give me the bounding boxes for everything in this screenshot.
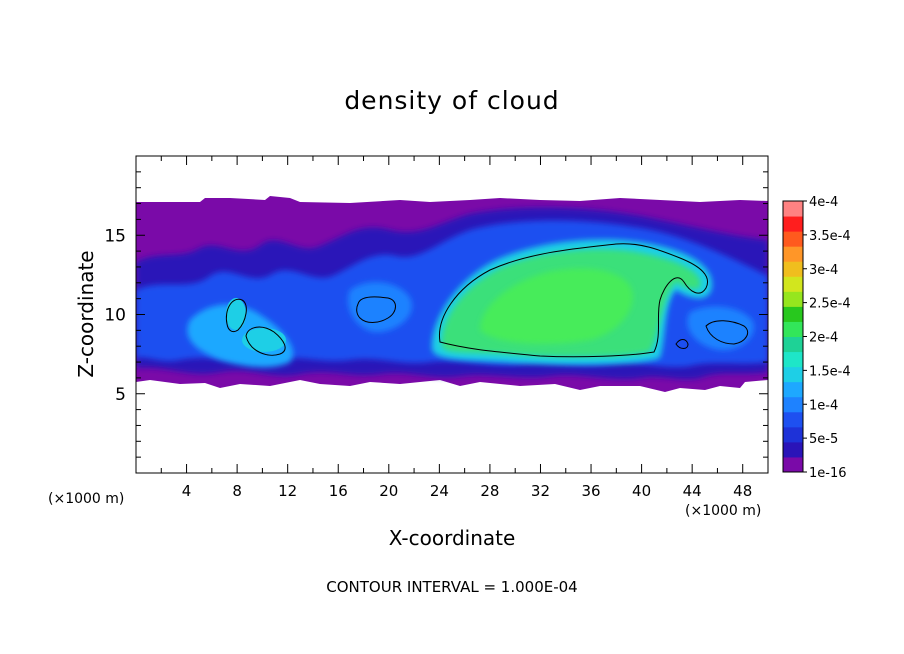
x-tick-label: 36 xyxy=(581,482,600,500)
axis-ticks xyxy=(136,156,768,473)
colorbar-label: 1e-16 xyxy=(809,466,847,481)
core-center xyxy=(480,268,633,344)
x-tick-label: 4 xyxy=(182,482,192,500)
colorbar xyxy=(782,200,807,473)
colorbar-swatch xyxy=(783,291,803,307)
colorbar-label: 1e-4 xyxy=(809,398,838,413)
colorbar-swatch xyxy=(783,456,803,473)
contour-cell-a xyxy=(225,298,247,333)
colorbar-label: 1.5e-4 xyxy=(809,364,851,379)
x-tick-label: 8 xyxy=(232,482,242,500)
colorbar-label: 2.5e-4 xyxy=(809,297,851,312)
y-tick-label: 5 xyxy=(115,385,126,405)
contour-core xyxy=(439,243,708,358)
colorbar-label: 2e-4 xyxy=(809,331,838,346)
y-axis-label: Z-coordinate xyxy=(74,250,98,378)
z-unit-label: (×1000 m) xyxy=(48,491,125,507)
chart-title: density of cloud xyxy=(344,86,560,115)
colorbar-swatch xyxy=(783,306,803,322)
patch-light-blue-3 xyxy=(687,306,754,351)
contour-cell-c xyxy=(356,296,396,323)
x-tick-label: 44 xyxy=(683,482,702,500)
colorbar-label: 3.5e-4 xyxy=(809,229,851,244)
colorbar-swatch xyxy=(783,381,803,398)
colorbar-label: 3e-4 xyxy=(809,263,838,278)
colorbar-swatch xyxy=(783,366,803,383)
x-axis-label: X-coordinate xyxy=(388,526,516,550)
x-tick-label: 20 xyxy=(379,482,398,500)
colorbar-label: 5e-5 xyxy=(809,432,838,447)
x-tick-label: 16 xyxy=(329,482,348,500)
colorbar-swatch xyxy=(783,351,803,368)
colorbar-swatch xyxy=(783,396,803,413)
patch-light-blue-2 xyxy=(348,282,412,333)
x-tick-label: 32 xyxy=(531,482,550,500)
contour-cell-d xyxy=(705,320,749,345)
colorbar-swatch xyxy=(783,441,803,458)
colorbar-label: 4e-4 xyxy=(809,195,838,210)
x-tick-labels: 4 8 12 16 20 24 28 32 36 40 44 48 xyxy=(182,482,752,500)
x-tick-label: 12 xyxy=(278,482,297,500)
colorbar-swatch xyxy=(783,426,803,443)
density-field xyxy=(136,196,768,392)
colorbar-swatch xyxy=(783,201,803,217)
colorbar-swatch xyxy=(783,321,803,337)
colorbar-swatch xyxy=(783,246,803,262)
colorbar-swatch xyxy=(783,231,803,247)
colorbar-swatch xyxy=(783,216,803,232)
x-tick-label: 48 xyxy=(733,482,752,500)
y-tick-labels: 5 10 15 xyxy=(104,226,126,405)
colorbar-swatch xyxy=(783,411,803,428)
cell-left-b xyxy=(242,328,286,352)
colorbar-swatch xyxy=(783,336,803,353)
y-tick-label: 10 xyxy=(104,306,126,326)
cell-left-a xyxy=(226,298,246,330)
x-tick-label: 40 xyxy=(632,482,651,500)
colorbar-swatch xyxy=(783,261,803,277)
y-tick-label: 15 xyxy=(104,226,126,246)
contour-cell-b xyxy=(245,326,286,356)
colorbar-swatch xyxy=(783,276,803,292)
contour-interval-note: CONTOUR INTERVAL = 1.000E-04 xyxy=(326,578,578,596)
colorbar-labels: 1e-16 5e-5 1e-4 1.5e-4 2e-4 2.5e-4 3e-4 3.5e-4 4… xyxy=(809,195,851,481)
x-tick-label: 24 xyxy=(430,482,449,500)
x-unit-label: (×1000 m) xyxy=(685,503,762,519)
contour-cell-e xyxy=(675,339,689,349)
x-tick-label: 28 xyxy=(480,482,499,500)
